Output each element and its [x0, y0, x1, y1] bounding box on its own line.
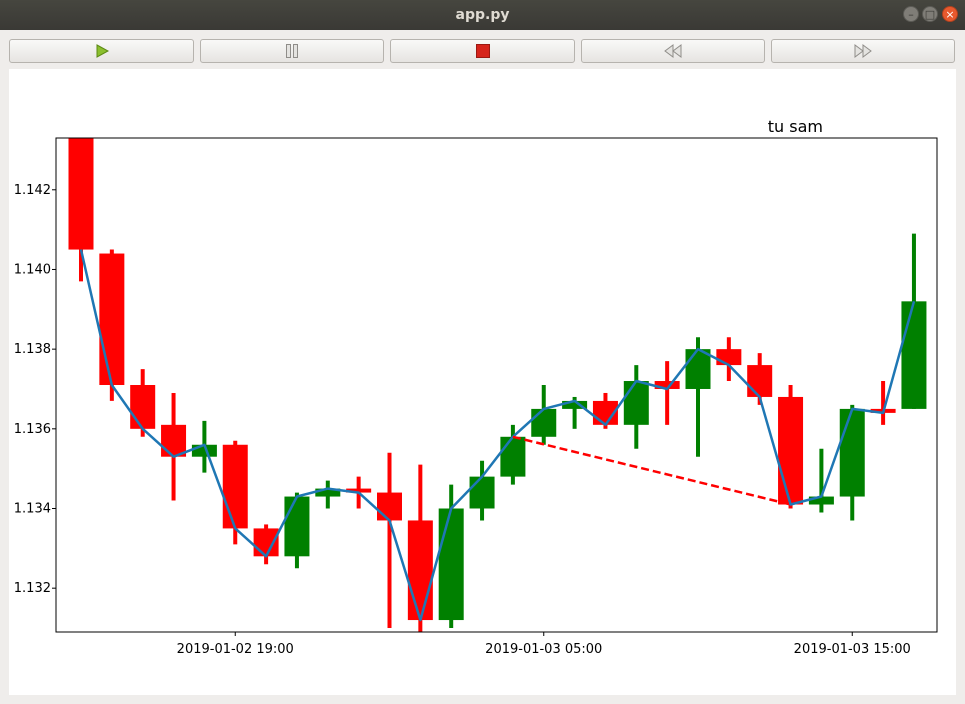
minimize-icon: –	[908, 8, 914, 21]
close-price-line	[79, 249, 916, 622]
candle-body	[161, 424, 187, 457]
pause-button[interactable]	[200, 39, 384, 63]
play-button[interactable]	[9, 39, 194, 63]
x-axis: 2019-01-02 19:00 2019-01-03 05:00 2019-01-…	[177, 632, 911, 657]
x-tick-label: 2019-01-03 15:00	[794, 642, 911, 657]
candle-body	[346, 488, 372, 493]
rewind-button[interactable]	[581, 39, 765, 63]
maximize-button[interactable]: □	[922, 6, 938, 22]
y-tick-label: 1.134	[14, 502, 51, 517]
y-tick-label: 1.142	[14, 183, 51, 198]
candlestick-chart: tu sam 1.132 1.134 1.136 1.138 1.140 1.142 20…	[14, 117, 938, 657]
candle-body	[685, 349, 711, 389]
chart-title: tu sam	[768, 117, 823, 136]
pause-icon	[286, 44, 298, 58]
window-title: app.py	[455, 7, 510, 23]
y-axis: 1.132 1.134 1.136 1.138 1.140 1.142	[14, 183, 56, 596]
candle-body	[500, 436, 526, 477]
maximize-icon: □	[924, 8, 936, 21]
x-tick-label: 2019-01-02 19:00	[177, 642, 294, 657]
play-icon	[96, 44, 109, 58]
candle-body	[407, 520, 433, 621]
y-tick-label: 1.136	[14, 422, 51, 437]
fast-forward-icon	[854, 44, 872, 58]
candle-body	[130, 385, 156, 429]
fast-forward-button[interactable]	[771, 39, 955, 63]
rewind-icon	[664, 44, 682, 58]
plot-frame	[55, 137, 938, 633]
stop-icon	[475, 44, 490, 58]
close-button[interactable]: ×	[942, 6, 958, 22]
stop-button[interactable]	[390, 39, 575, 63]
candle-body	[377, 492, 402, 521]
candle-body	[284, 496, 310, 557]
candle-body	[191, 444, 217, 457]
y-tick-label: 1.138	[14, 342, 51, 357]
candle-body	[222, 444, 248, 529]
candle-body	[469, 476, 495, 509]
candle-body	[531, 408, 557, 437]
candle-body	[623, 381, 649, 425]
title-bar: app.py – □ ×	[0, 0, 965, 30]
candle-body	[747, 365, 773, 397]
candle-body	[562, 400, 588, 409]
candle-body	[716, 349, 742, 366]
dashed-trend-line	[512, 435, 791, 506]
candle-body	[99, 253, 125, 385]
candle-body	[654, 381, 680, 389]
candle-body	[839, 408, 865, 497]
x-tick-label: 2019-01-03 05:00	[485, 642, 602, 657]
close-icon: ×	[945, 8, 955, 21]
candle-body	[438, 508, 464, 621]
candle-body	[901, 301, 927, 409]
candle-body	[808, 496, 834, 505]
candle-body	[778, 396, 804, 505]
plot-canvas: tu sam 1.132 1.134 1.136 1.138 1.140 1.142 20…	[9, 69, 956, 695]
candles-group	[68, 138, 927, 632]
y-tick-label: 1.140	[14, 262, 51, 277]
y-tick-label: 1.132	[14, 581, 51, 596]
candle-body	[68, 138, 94, 250]
candle-body	[315, 488, 341, 497]
minimize-button[interactable]: –	[903, 6, 919, 22]
candle-body	[253, 528, 279, 557]
